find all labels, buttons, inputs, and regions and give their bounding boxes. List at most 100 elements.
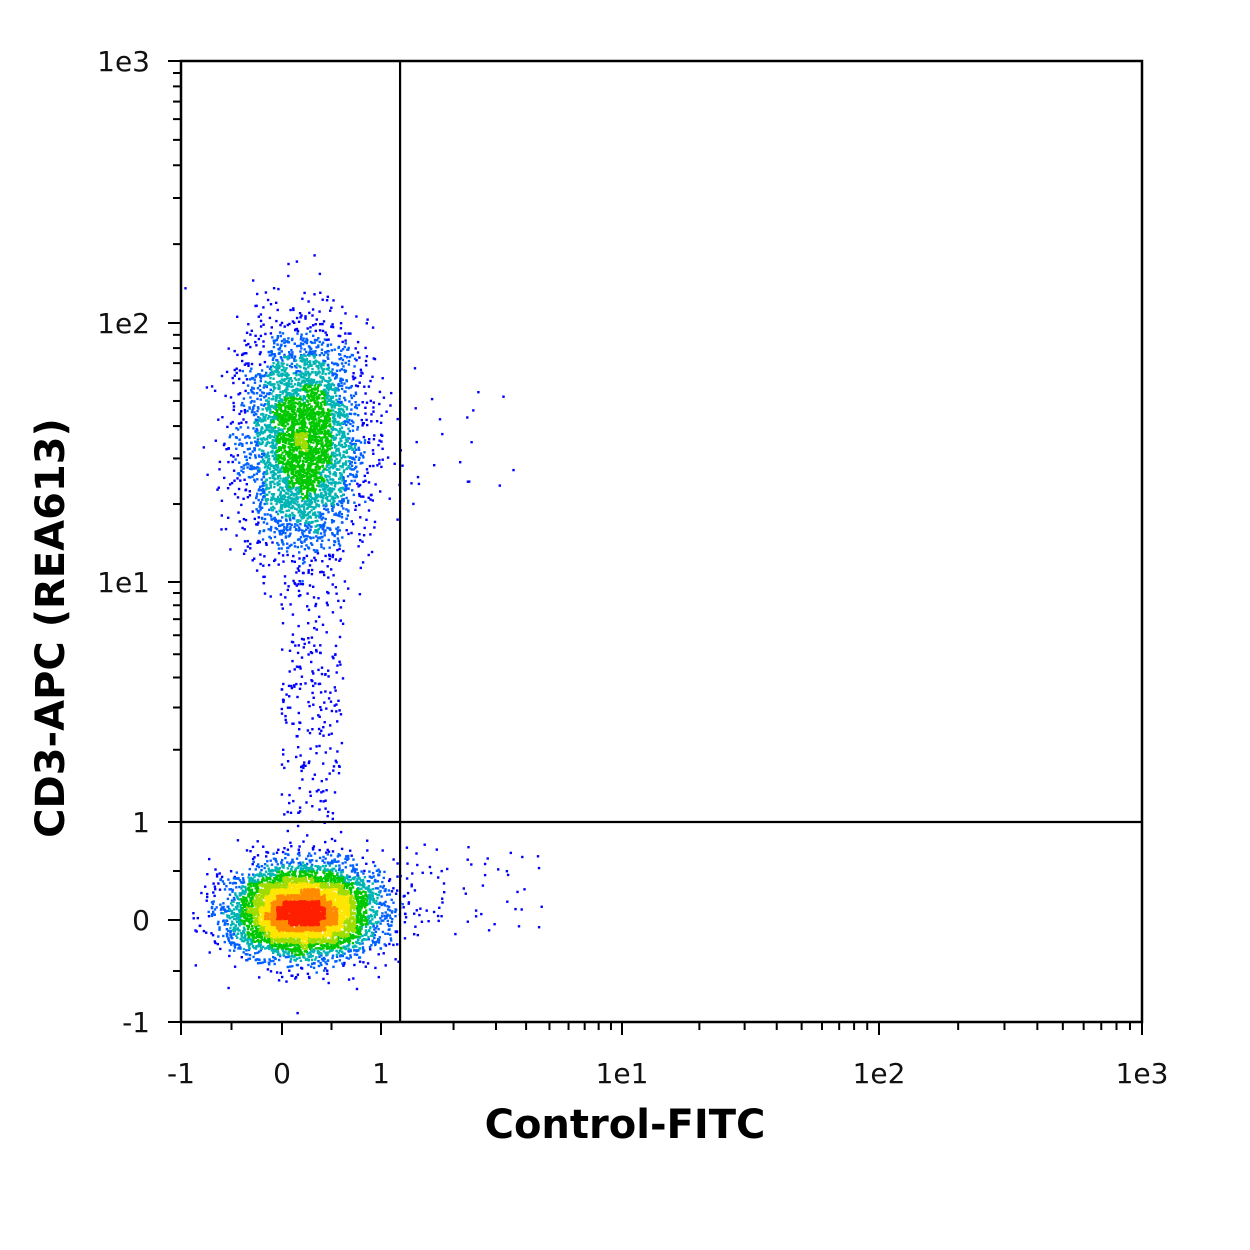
data-point <box>336 460 340 464</box>
data-point <box>335 494 338 498</box>
data-point <box>331 388 335 391</box>
data-point <box>357 448 361 451</box>
data-point <box>328 772 331 775</box>
data-point <box>416 863 419 867</box>
data-point <box>280 533 283 536</box>
data-point <box>254 947 258 950</box>
data-point <box>298 551 301 554</box>
data-point <box>321 369 324 372</box>
data-point <box>332 520 335 523</box>
data-point <box>288 497 292 500</box>
data-point <box>328 409 331 412</box>
data-point <box>322 870 325 873</box>
data-point <box>350 461 353 464</box>
data-point <box>345 484 348 487</box>
data-point <box>260 506 264 509</box>
data-point <box>339 955 342 958</box>
data-point <box>294 867 297 870</box>
data-point <box>299 510 303 513</box>
data-point <box>349 883 353 886</box>
data-point <box>308 350 312 353</box>
data-point <box>306 834 309 837</box>
data-point <box>335 710 338 713</box>
data-point <box>316 949 319 953</box>
data-point <box>421 871 424 874</box>
data-point <box>389 939 393 942</box>
data-point <box>271 948 275 952</box>
data-point <box>459 461 462 464</box>
data-point <box>274 460 278 464</box>
data-point <box>322 368 326 371</box>
data-point <box>388 878 392 881</box>
data-point <box>345 939 348 942</box>
data-point <box>309 542 313 545</box>
data-point <box>365 895 369 898</box>
data-point <box>222 912 225 915</box>
data-point <box>313 254 316 257</box>
data-point <box>300 516 303 519</box>
data-point <box>373 933 377 937</box>
data-point <box>280 374 283 378</box>
data-point <box>249 547 252 550</box>
data-point <box>338 357 341 361</box>
data-point <box>364 392 367 395</box>
data-point <box>509 851 512 855</box>
data-point <box>380 919 383 922</box>
data-point <box>360 905 364 908</box>
data-point <box>334 428 337 431</box>
data-point <box>318 488 322 492</box>
data-point <box>306 400 309 404</box>
data-point <box>310 965 313 968</box>
data-point <box>355 950 358 953</box>
data-point <box>311 848 315 851</box>
data-point <box>317 867 320 870</box>
data-point <box>333 944 336 947</box>
data-point <box>370 909 373 912</box>
data-point <box>226 915 229 919</box>
data-point <box>313 400 317 403</box>
data-point <box>361 401 364 404</box>
data-point <box>415 852 418 855</box>
data-point <box>346 415 349 418</box>
data-point <box>250 464 253 467</box>
data-point <box>358 439 361 443</box>
data-point <box>327 951 330 954</box>
data-point <box>280 547 283 550</box>
data-point <box>318 340 321 344</box>
data-point <box>366 839 369 842</box>
data-point <box>228 949 232 952</box>
data-point <box>258 433 262 436</box>
data-point <box>345 467 348 471</box>
data-point <box>375 913 379 916</box>
data-point <box>328 413 332 417</box>
data-point <box>277 371 281 374</box>
data-point <box>345 855 348 858</box>
data-point <box>246 931 249 934</box>
data-point <box>308 515 312 518</box>
data-point <box>265 453 268 456</box>
data-point <box>305 950 308 953</box>
data-point <box>365 909 368 912</box>
data-point <box>340 947 343 950</box>
data-point <box>310 572 314 576</box>
data-point <box>344 390 347 393</box>
data-point <box>394 958 397 961</box>
data-point <box>260 394 263 397</box>
data-point <box>537 926 541 929</box>
data-point <box>273 948 276 951</box>
data-point <box>279 436 283 439</box>
data-point <box>341 348 345 351</box>
data-point <box>297 526 301 529</box>
data-point <box>382 952 385 955</box>
data-point <box>276 359 279 362</box>
data-point <box>308 530 311 533</box>
data-point <box>264 416 267 419</box>
data-point <box>413 889 417 892</box>
data-point <box>273 531 276 534</box>
data-point <box>379 490 382 493</box>
data-point <box>309 487 312 490</box>
data-point <box>245 378 249 381</box>
data-point <box>367 888 370 891</box>
data-point <box>330 453 333 456</box>
data-point <box>410 885 413 888</box>
